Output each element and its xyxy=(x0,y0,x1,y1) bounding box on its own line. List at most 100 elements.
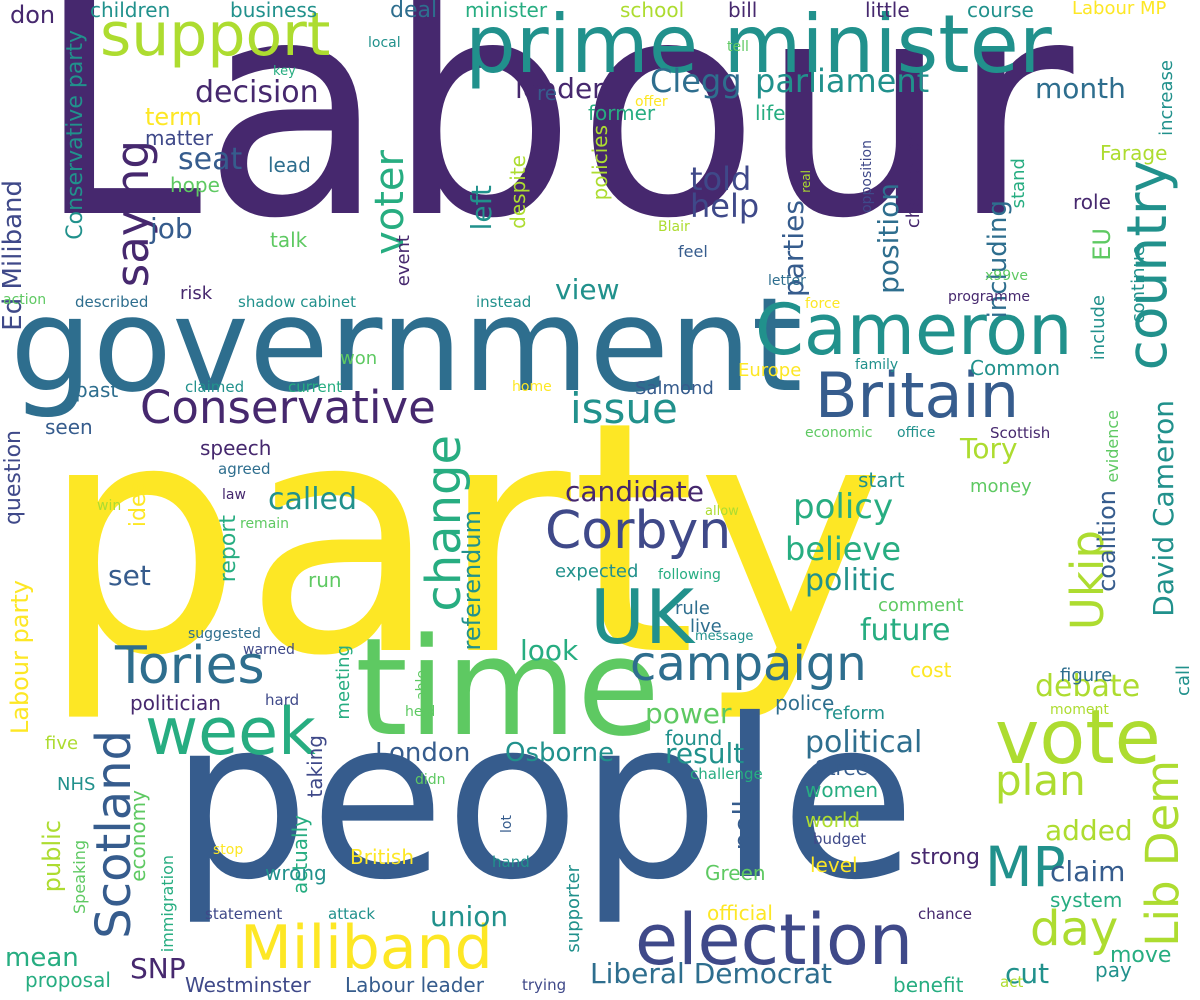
word-support: support xyxy=(100,0,331,70)
word-school: school xyxy=(620,0,685,22)
word-cut: cut xyxy=(1005,957,1050,990)
word-economic: economic xyxy=(805,425,873,441)
word-re: re xyxy=(537,81,558,105)
word-following: following xyxy=(658,567,721,583)
word-clegg: Clegg xyxy=(650,62,742,100)
word-month: month xyxy=(1035,72,1126,105)
word-look: look xyxy=(520,634,579,667)
word-stop: stop xyxy=(213,842,244,858)
word-despite: despite xyxy=(506,155,530,229)
word-agreed: agreed xyxy=(218,460,271,478)
word-view: view xyxy=(555,273,620,306)
word-issue: issue xyxy=(570,384,678,433)
word-westminster: Westminster xyxy=(185,973,311,997)
word-politic: politic xyxy=(805,563,896,598)
word-remain: remain xyxy=(240,516,290,532)
word-run: run xyxy=(308,568,342,592)
word-britain: Britain xyxy=(815,359,1020,432)
word-leader: leader xyxy=(515,72,604,105)
word-uk: UK xyxy=(590,573,695,661)
word-cost: cost xyxy=(910,658,952,682)
word-result: result xyxy=(665,737,745,770)
word-strong: strong xyxy=(910,845,981,870)
word-risk: risk xyxy=(180,283,213,304)
word-role: role xyxy=(1073,190,1111,214)
word-talk: talk xyxy=(270,228,308,252)
word-day: day xyxy=(1030,901,1119,957)
word-british: British xyxy=(350,845,414,869)
word-world: world xyxy=(805,808,861,832)
word-farage: Farage xyxy=(1100,141,1168,165)
word-help: help xyxy=(690,187,760,225)
word-wrong: wrong xyxy=(265,861,327,885)
word-former: former xyxy=(588,101,656,125)
word-speech: speech xyxy=(200,436,272,460)
word-five: five xyxy=(45,733,79,754)
word-believe: believe xyxy=(785,530,902,568)
word-candidate: candidate xyxy=(565,475,704,508)
word-corbyn: Corbyn xyxy=(545,501,732,561)
word-event: event xyxy=(393,235,414,287)
word-osborne: Osborne xyxy=(505,738,615,768)
word-political: political xyxy=(805,725,923,760)
word-coalition: coalition xyxy=(1093,490,1121,592)
word-mp: MP xyxy=(985,835,1066,899)
word-call: call xyxy=(1173,665,1194,696)
word-politician: politician xyxy=(130,691,221,715)
word-liberal-democrat: Liberal Democrat xyxy=(590,957,832,990)
word-act: act xyxy=(1000,973,1024,991)
word-won: won xyxy=(340,348,378,369)
word-conservative-party: Conservative party xyxy=(63,30,88,240)
word-family: family xyxy=(855,357,899,373)
word-key: key xyxy=(273,64,296,79)
word-labour-party: Labour party xyxy=(6,580,34,735)
word-level: level xyxy=(810,853,858,877)
word-david-cameron: David Cameron xyxy=(1147,400,1180,617)
word-time: time xyxy=(355,609,661,766)
word-plan: plan xyxy=(995,756,1086,805)
word-added: added xyxy=(1045,814,1133,847)
word-report: report xyxy=(216,515,241,583)
word-decision: decision xyxy=(195,75,319,110)
word-trying: trying xyxy=(522,976,567,994)
word-lot: lot xyxy=(499,815,515,833)
word-official: official xyxy=(707,901,773,925)
word-home: home xyxy=(512,379,552,395)
word-government: government xyxy=(10,269,803,421)
word-ed-miliband: Ed Miliband xyxy=(0,180,28,331)
word-taking: taking xyxy=(303,735,327,798)
word-left: left xyxy=(465,185,498,231)
word-bill: bill xyxy=(728,0,758,22)
word-policy: policy xyxy=(793,487,894,527)
word-x99ve: x99ve xyxy=(985,268,1028,284)
word-poll: poll xyxy=(727,800,760,851)
word-budget: budget xyxy=(813,830,867,848)
word-labour-leader: Labour leader xyxy=(345,973,484,997)
word-debate: debate xyxy=(1035,669,1141,704)
word-move: move xyxy=(1110,943,1172,968)
word-seen: seen xyxy=(45,415,93,439)
word-past: past xyxy=(75,378,119,402)
word-deal: deal xyxy=(390,0,438,23)
word-london: London xyxy=(375,738,471,768)
word-position: position xyxy=(872,183,905,294)
word-current: current xyxy=(288,378,343,396)
word-hand: hand xyxy=(492,853,530,871)
word-increase: increase xyxy=(1156,60,1177,136)
word-offer: offer xyxy=(635,94,668,110)
word-question: question xyxy=(1,430,26,526)
word-business: business xyxy=(230,0,318,22)
word-eu: EU xyxy=(1088,228,1116,261)
word-blair: Blair xyxy=(658,219,690,235)
word-claimed: claimed xyxy=(185,378,245,396)
word-union: union xyxy=(430,900,509,933)
word-comment: comment xyxy=(878,595,964,616)
word-pay: pay xyxy=(1095,958,1132,982)
word-labour: Labour xyxy=(35,0,1074,284)
word-conservative: Conservative xyxy=(140,381,436,434)
word-able: able xyxy=(414,670,430,700)
word-expected: expected xyxy=(555,561,639,582)
word-instead: instead xyxy=(476,293,532,311)
word-miliband: Miliband xyxy=(240,913,493,983)
